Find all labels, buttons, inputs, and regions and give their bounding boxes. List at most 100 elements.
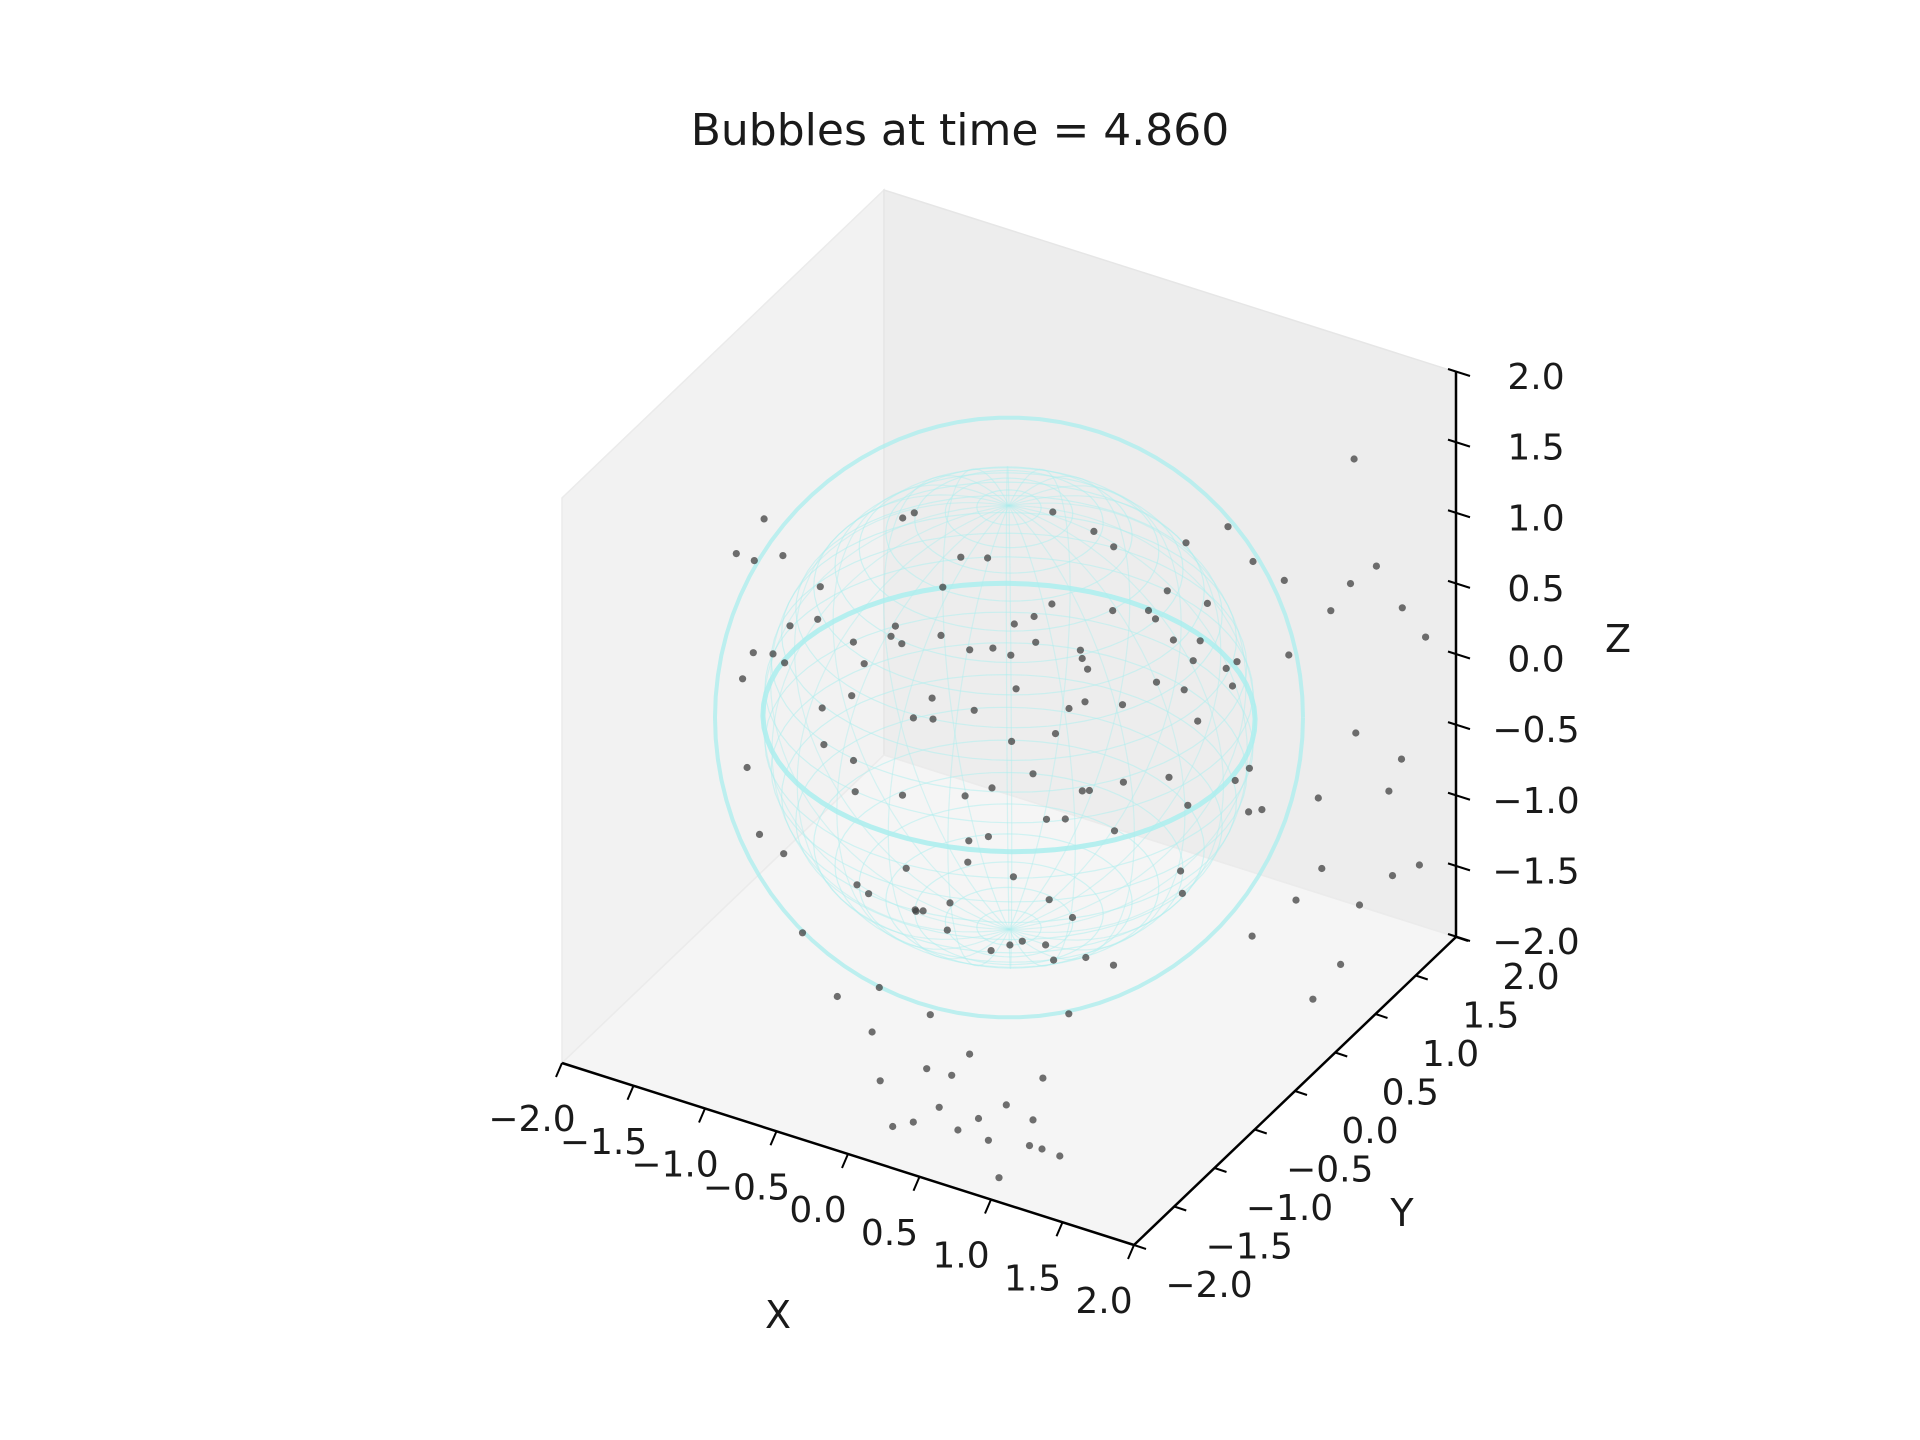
x-tick-label: −0.5	[703, 1167, 790, 1208]
data-point	[849, 756, 858, 765]
y-tick-label: 2.0	[1502, 957, 1559, 998]
sphere-meridian	[887, 505, 1010, 960]
sphere-meridian	[769, 502, 1010, 930]
data-point	[1110, 543, 1118, 551]
sphere-meridian	[1008, 505, 1136, 961]
data-point	[1056, 1152, 1064, 1160]
data-point	[1163, 587, 1171, 595]
data-point	[1082, 953, 1090, 962]
data-point	[1009, 873, 1018, 881]
data-point	[849, 638, 858, 646]
y-tick	[1214, 1167, 1227, 1173]
data-point	[1422, 633, 1430, 641]
x-tick	[555, 1062, 563, 1078]
data-point	[755, 830, 764, 839]
sphere-ring	[914, 861, 1104, 966]
z-tick-label: 2.0	[1507, 357, 1564, 398]
data-point	[1002, 1101, 1010, 1109]
sphere-ring	[944, 477, 1074, 549]
data-point	[1258, 806, 1266, 814]
data-point	[1018, 937, 1026, 945]
x-tick-label: −2.0	[488, 1099, 575, 1140]
data-point	[1076, 646, 1084, 654]
data-point	[965, 837, 973, 845]
axes: −2.0−1.5−1.0−0.50.00.51.01.52.0 −2.0−1.5−…	[488, 357, 1579, 1322]
data-point	[1292, 896, 1300, 904]
z-tick	[1447, 933, 1471, 942]
data-point	[868, 1028, 876, 1036]
data-point	[926, 1011, 934, 1019]
data-point	[984, 833, 993, 841]
data-point	[1038, 1145, 1046, 1153]
data-point	[1045, 896, 1053, 904]
sphere-meridian	[947, 505, 1010, 967]
sphere-ring	[770, 532, 1248, 793]
sphere-ring	[885, 466, 1133, 602]
data-point	[1228, 682, 1237, 690]
data-point	[1109, 607, 1117, 615]
x-tick-label: 1.0	[932, 1236, 989, 1277]
x-tick-label: 0.5	[861, 1213, 918, 1254]
y-tick	[1294, 1090, 1308, 1096]
data-point	[1012, 685, 1020, 693]
data-point	[1318, 864, 1326, 873]
data-point	[987, 947, 995, 955]
data-point	[1029, 770, 1037, 778]
data-point	[1065, 704, 1073, 713]
x-tick	[1055, 1221, 1064, 1237]
sphere-ring	[813, 481, 1205, 696]
data-point	[1184, 801, 1192, 809]
data-point	[1398, 604, 1406, 612]
data-point	[1346, 580, 1355, 588]
data-point	[1152, 678, 1161, 686]
x-tick	[984, 1199, 992, 1214]
data-point	[935, 1103, 943, 1111]
z-tick-label: −1.0	[1492, 781, 1579, 822]
sphere-meridian	[1008, 468, 1071, 930]
data-point	[961, 792, 969, 800]
data-point	[876, 1077, 884, 1085]
sphere-meridian	[1008, 505, 1256, 930]
data-point	[1081, 698, 1089, 706]
data-point	[889, 1122, 897, 1131]
chart-title: Bubbles at time = 4.860	[691, 105, 1230, 156]
data-point	[1007, 651, 1015, 659]
data-point	[1051, 730, 1060, 738]
sphere-meridian	[1005, 465, 1010, 930]
data-point	[1350, 455, 1358, 463]
data-point	[781, 659, 789, 667]
data-point	[1314, 794, 1322, 802]
data-point	[1006, 941, 1014, 949]
data-point	[1327, 607, 1335, 615]
data-point	[891, 622, 900, 630]
sphere-meridian	[1008, 505, 1076, 967]
y-tick-label: −2.0	[1165, 1265, 1252, 1306]
data-point	[1118, 701, 1127, 709]
data-point	[954, 1126, 962, 1134]
data-point	[1042, 941, 1050, 949]
z-axis-label: Z	[1605, 617, 1631, 661]
data-point	[1196, 637, 1204, 645]
data-point	[769, 650, 777, 658]
y-tick	[1375, 1013, 1388, 1019]
x-tick-label: 1.5	[1004, 1258, 1061, 1299]
sphere-meridian	[1008, 505, 1013, 970]
sphere-ring	[760, 580, 1258, 855]
data-point	[780, 850, 788, 858]
data-point	[1050, 956, 1058, 964]
x-tick-label: 0.0	[789, 1190, 846, 1231]
sphere-ring	[795, 706, 1223, 941]
x-tick-label: 2.0	[1075, 1281, 1132, 1322]
data-points	[732, 455, 1430, 1182]
data-point	[816, 583, 824, 591]
data-point	[1231, 776, 1239, 785]
data-point	[1249, 557, 1257, 566]
sphere-ring	[780, 673, 1238, 924]
sphere-meridian	[762, 505, 1010, 930]
data-point	[1144, 606, 1153, 615]
data-point	[1165, 773, 1173, 781]
z-tick-label: 0.0	[1507, 640, 1564, 681]
data-point	[964, 858, 972, 866]
data-point	[984, 1136, 993, 1144]
sphere-ring	[813, 739, 1205, 954]
